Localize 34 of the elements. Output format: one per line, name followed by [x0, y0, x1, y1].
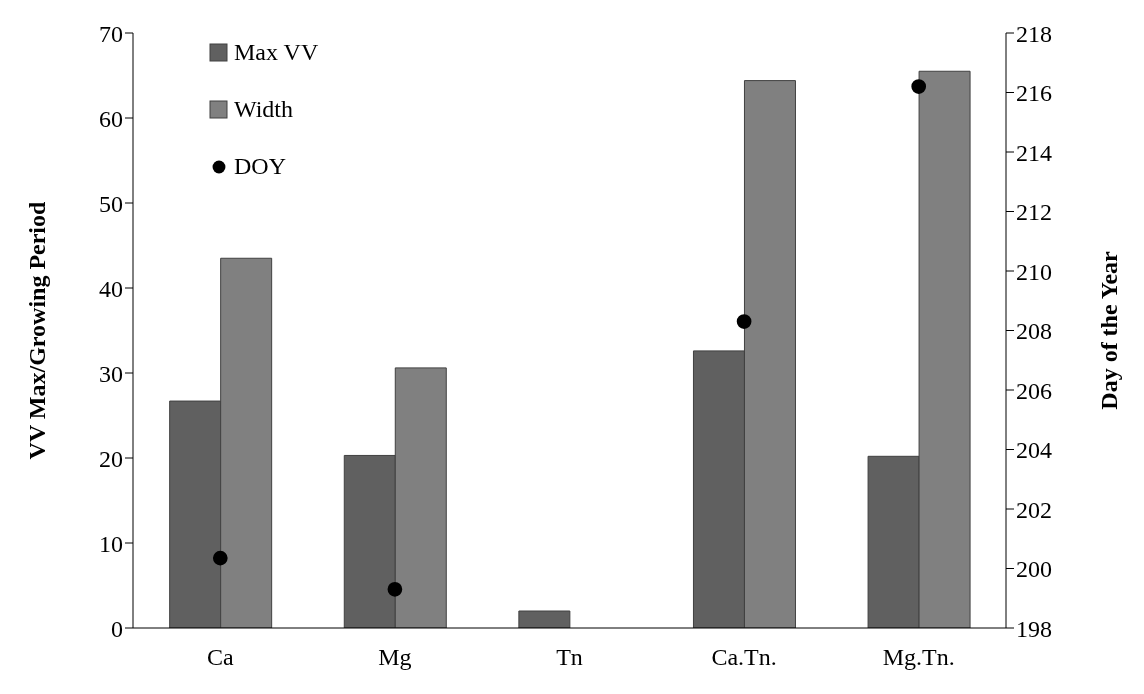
y2-tick-label: 198 — [1016, 615, 1052, 642]
y-tick-label: 50 — [99, 190, 123, 217]
y2-tick-label: 206 — [1016, 377, 1052, 404]
y2-tick-label: 216 — [1016, 80, 1052, 107]
legend-label: Width — [234, 95, 294, 124]
y-tick-label: 0 — [111, 615, 123, 642]
y-tick-label: 30 — [99, 360, 123, 387]
point — [387, 581, 403, 597]
x-tick-label: Tn — [556, 644, 583, 671]
x-tick-label: Mg.Tn. — [882, 644, 955, 671]
y-axis-title: VV Max/Growing Period — [23, 200, 50, 460]
y2-axis-title: Day of the Year — [1095, 250, 1122, 410]
y2-tick-label: 218 — [1016, 20, 1052, 47]
x-tick-label: Ca.Tn. — [711, 644, 777, 671]
point — [212, 550, 228, 566]
x-tick-label: Ca — [206, 644, 234, 671]
y-tick-label: 70 — [99, 20, 123, 47]
y2-tick-label: 212 — [1016, 199, 1052, 226]
legend-label: DOY — [234, 152, 286, 181]
point — [911, 79, 927, 94]
x-tick-label: Mg — [378, 644, 412, 671]
legend-label: Max VV — [234, 38, 319, 67]
y2-tick-label: 208 — [1016, 318, 1052, 345]
y-tick-label: 40 — [99, 275, 123, 302]
y-tick-label: 60 — [99, 105, 123, 132]
bar — [518, 610, 571, 628]
y2-tick-label: 210 — [1016, 258, 1052, 285]
y2-tick-label: 214 — [1016, 139, 1052, 166]
y2-tick-label: 204 — [1016, 437, 1052, 464]
y-tick-label: 10 — [99, 530, 123, 557]
y2-tick-label: 200 — [1016, 556, 1052, 583]
y-tick-label: 20 — [99, 445, 123, 472]
y2-tick-label: 202 — [1016, 496, 1052, 523]
point — [736, 314, 752, 329]
